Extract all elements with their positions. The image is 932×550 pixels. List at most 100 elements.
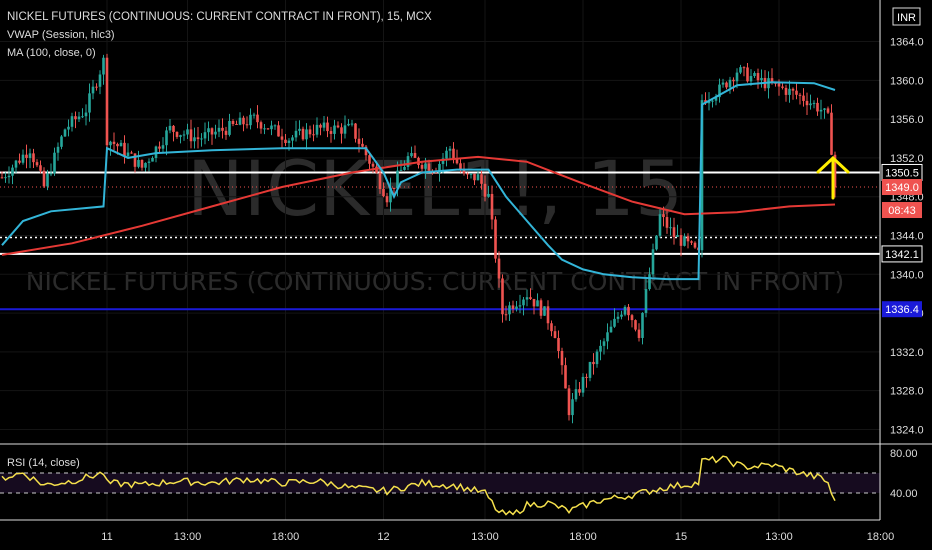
candle-body	[172, 125, 175, 132]
rsi-legend[interactable]: RSI (14, close)	[7, 457, 80, 469]
candle-body	[805, 100, 809, 106]
currency-badge-box[interactable]	[892, 7, 921, 26]
candle-body	[651, 249, 655, 275]
candle-body	[396, 170, 399, 189]
candle-body	[683, 236, 686, 246]
candle-body	[567, 388, 571, 416]
candle-body	[546, 306, 550, 324]
candle-body	[466, 173, 469, 175]
last-price-badge: 1349.0	[885, 182, 919, 194]
candle-body	[637, 329, 641, 338]
candle-body	[165, 130, 168, 146]
candle-body	[676, 235, 679, 237]
candle-body	[480, 174, 483, 184]
candle-body	[833, 154, 837, 188]
candle-body	[389, 187, 392, 203]
candle-body	[168, 125, 172, 131]
candle-body	[616, 316, 620, 319]
candle-body	[490, 193, 494, 220]
candle-body	[609, 326, 613, 333]
price-tick-label: 1344.0	[890, 231, 924, 243]
candle-body	[350, 123, 354, 125]
candle-body	[725, 82, 728, 88]
candle-body	[665, 217, 669, 228]
candle-body	[487, 193, 490, 197]
price-tick-label: 1328.0	[890, 386, 924, 398]
candle-body	[441, 158, 445, 164]
rsi-axis[interactable]: 80.00 40.00	[890, 448, 918, 500]
candle-body	[424, 163, 427, 169]
candle-body	[207, 128, 210, 133]
candle-body	[403, 166, 406, 170]
last-price-badge-box	[882, 179, 922, 196]
time-axis[interactable]: 11 13:00 18:00 12 13:00 18:00 15 13:00 18:00	[101, 531, 894, 543]
ma-legend[interactable]: MA (100, close, 0)	[7, 47, 96, 59]
time-tick-label: 11	[101, 531, 112, 543]
candle-body	[7, 175, 11, 178]
candle-body	[280, 136, 284, 140]
candle-body	[602, 341, 606, 346]
candle-body	[14, 160, 18, 168]
candle-body	[56, 146, 60, 153]
candle-body	[119, 142, 123, 147]
candle-body	[599, 345, 602, 352]
candle-body	[578, 389, 581, 393]
time-tick-label: 18:00	[867, 531, 895, 543]
level-low-badge-box	[881, 245, 923, 263]
candle-body	[648, 274, 651, 290]
price-tick-label: 1332.0	[890, 347, 924, 359]
candle-body	[60, 136, 63, 147]
levels-layer	[0, 171, 880, 311]
candle-body	[25, 154, 28, 158]
candle-body	[781, 86, 784, 88]
price-tick-label: 1324.0	[890, 424, 924, 436]
candle-body	[826, 108, 830, 113]
candle-body	[669, 227, 672, 229]
candle-body	[210, 128, 214, 135]
candle-body	[809, 103, 812, 106]
candle-body	[175, 131, 179, 137]
chart-title[interactable]: NICKEL FUTURES (CONTINUOUS: CURRENT CONT…	[7, 11, 432, 23]
candle-body	[459, 163, 462, 171]
candle-body	[802, 95, 805, 101]
candle-body	[511, 305, 515, 309]
candle-body	[182, 134, 186, 136]
candle-body	[728, 79, 732, 88]
candle-body	[98, 74, 102, 87]
candle-body	[462, 170, 466, 174]
candle-body	[760, 77, 763, 81]
time-tick-label: 18:00	[569, 531, 597, 543]
candle-body	[816, 102, 819, 112]
candle-body	[641, 312, 644, 338]
currency-badge: INR	[897, 12, 916, 24]
candle-body	[581, 376, 585, 393]
candle-body	[592, 361, 595, 365]
price-tick-label: 1364.0	[890, 37, 924, 49]
candle-body	[102, 57, 105, 75]
candle-body	[70, 116, 74, 127]
candle-body	[627, 306, 630, 316]
candle-body	[217, 127, 221, 132]
candle-body	[263, 128, 266, 130]
candle-body	[340, 127, 343, 134]
candle-body	[529, 297, 532, 299]
candle-body	[539, 300, 543, 316]
candle-body	[266, 128, 270, 130]
candle-body	[382, 188, 385, 197]
candle-body	[242, 117, 245, 125]
level-high-badge: 1350.5	[885, 167, 919, 179]
watermark-description: NICKEL FUTURES (CONTINUOUS: CURRENT CONT…	[26, 267, 844, 296]
candle-body	[347, 123, 350, 126]
candle-body	[284, 139, 287, 143]
candle-body	[91, 86, 95, 94]
candle-body	[252, 114, 256, 116]
candle-body	[161, 145, 165, 149]
candle-body	[294, 130, 298, 138]
time-tick-label: 15	[675, 531, 687, 543]
candle-body	[371, 163, 375, 167]
candle-body	[249, 114, 252, 126]
vwap-legend[interactable]: VWAP (Session, hlc3)	[7, 29, 115, 41]
candle-body	[116, 143, 119, 147]
candle-body	[620, 314, 623, 317]
